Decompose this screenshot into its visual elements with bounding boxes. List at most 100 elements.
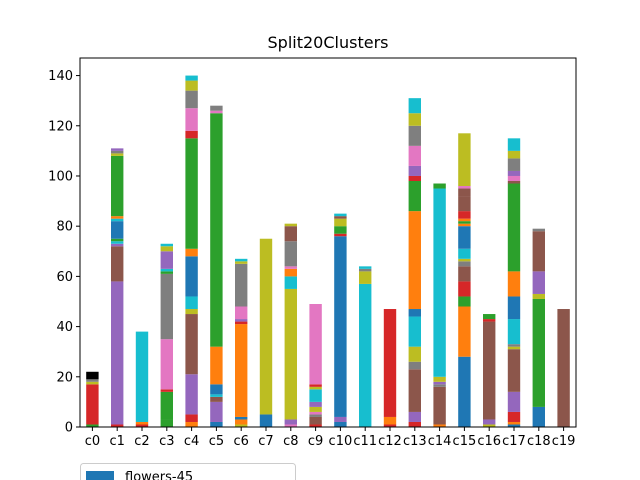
bar-segment-c17-14 [507,158,521,171]
bar-segment-c8-1 [284,419,297,425]
bar-segment-c15-6 [458,258,471,262]
bar-segment-c13-8 [408,181,421,212]
bar-segment-c9-5 [309,401,322,407]
bar-segment-c3-4 [160,273,173,340]
bar-segment-c14-6 [433,183,446,189]
bar-segment-c16-1 [483,419,496,425]
legend: flowers-45 [80,463,296,480]
bar-segment-c3-7 [160,251,173,269]
bar-segment-c18-3 [532,271,545,294]
bar-segment-c1-2 [111,246,124,282]
bar-segment-c17-4 [507,349,521,392]
bar-segment-c11-1 [359,271,372,284]
bar-segment-c10-7 [334,213,347,217]
bar-segment-c17-8 [507,296,521,320]
bar-segment-c1-10 [111,153,124,156]
bar-segment-c8-6 [284,241,297,267]
bar-segment-c6-6 [235,306,248,320]
bar-segment-c18-4 [532,231,545,272]
bar-segment-c14-0 [433,424,446,427]
x-tick-label-c11: c11 [353,434,377,449]
bar-segment-c15-11 [458,218,471,222]
bar-segment-c13-7 [408,211,421,310]
legend-box [80,463,296,480]
bar-segment-c13-4 [408,346,421,362]
bar-segment-c15-9 [458,223,471,227]
bar-segment-c5-3 [210,394,223,397]
x-tick-label-c16: c16 [477,434,501,449]
chart-title: Split20Clusters [268,33,389,52]
bar-segment-c18-1 [532,298,545,407]
bar-segment-c10-2 [334,236,347,417]
bar-segment-c6-5 [235,319,248,322]
bar-segment-c1-5 [111,238,124,242]
x-tick-label-c3: c3 [159,434,174,449]
bar-segment-c9-6 [309,389,322,402]
bar-segment-c1-7 [111,218,124,222]
bar-segment-c0-3 [86,379,99,382]
bar-segment-c9-1 [309,416,322,425]
bar-segment-c8-2 [284,288,297,420]
y-tick-label: 100 [48,169,73,184]
bar-segment-c9-3 [309,411,322,415]
bar-segment-c3-5 [160,271,173,274]
x-tick-label-c7: c7 [258,434,273,449]
bar-segment-c13-9 [408,175,421,181]
bar-segment-c17-3 [507,391,521,412]
bar-segment-c10-6 [334,216,347,219]
bar-segment-c17-5 [507,346,521,350]
y-tick-label: 120 [48,119,73,134]
bar-segment-c10-0 [334,421,347,427]
bar-segment-c6-3 [235,324,248,417]
bar-segment-c17-16 [507,138,521,151]
bar-segment-c15-10 [458,221,471,224]
bar-segment-c0-2 [86,381,99,385]
bar-segment-c17-6 [507,344,521,347]
bar-segment-c8-7 [284,226,297,242]
bar-segment-c6-1 [235,419,248,425]
bar-segment-c16-3 [483,319,496,322]
bar-segment-c15-0 [458,356,471,427]
bar-segment-c4-5 [185,296,198,310]
bar-segment-c17-9 [507,271,521,297]
bar-segment-c17-7 [507,319,521,345]
bar-segment-c4-3 [185,314,198,375]
bar-segment-c17-11 [507,181,521,184]
bar-segment-c11-0 [359,283,372,427]
bar-segment-c0-4 [86,371,99,380]
bar-segment-c7-1 [259,238,273,415]
bar-segment-c6-7 [235,263,248,307]
bar-segment-c3-3 [160,339,173,390]
x-tick-label-c6: c6 [233,434,248,449]
bar-segment-c14-5 [433,188,446,377]
x-tick-label-c18: c18 [527,434,551,449]
bar-segment-c2-2 [135,331,149,422]
bar-segment-c6-4 [235,321,248,325]
bar-segment-c13-0 [408,421,421,427]
x-tick-label-c10: c10 [329,434,353,449]
bar-segment-c8-8 [284,223,297,227]
x-tick-label-c12: c12 [378,434,402,449]
y-tick-label: 140 [48,69,73,84]
bar-segment-c12-0 [383,424,397,427]
bar-segment-c5-0 [210,421,223,427]
y-tick-label: 0 [65,421,73,436]
bar-segment-c1-3 [111,243,124,247]
bar-segment-c15-1 [458,306,471,357]
bar-segment-c13-14 [408,98,421,114]
legend-swatch [86,471,114,480]
bar-segment-c15-8 [458,226,471,249]
x-tick-label-c0: c0 [85,434,100,449]
bar-segment-c13-10 [408,165,421,176]
bar-segment-c4-7 [185,248,198,257]
bar-segment-c3-1 [160,391,173,420]
bar-segment-c2-0 [135,424,149,427]
y-tick-label: 20 [56,370,73,385]
bar-segment-c10-4 [334,226,347,234]
bar-segment-c16-4 [483,314,496,320]
bar-segment-c8-3 [284,276,297,289]
bar-segment-c6-8 [235,261,248,264]
bar-segment-c15-2 [458,296,471,307]
